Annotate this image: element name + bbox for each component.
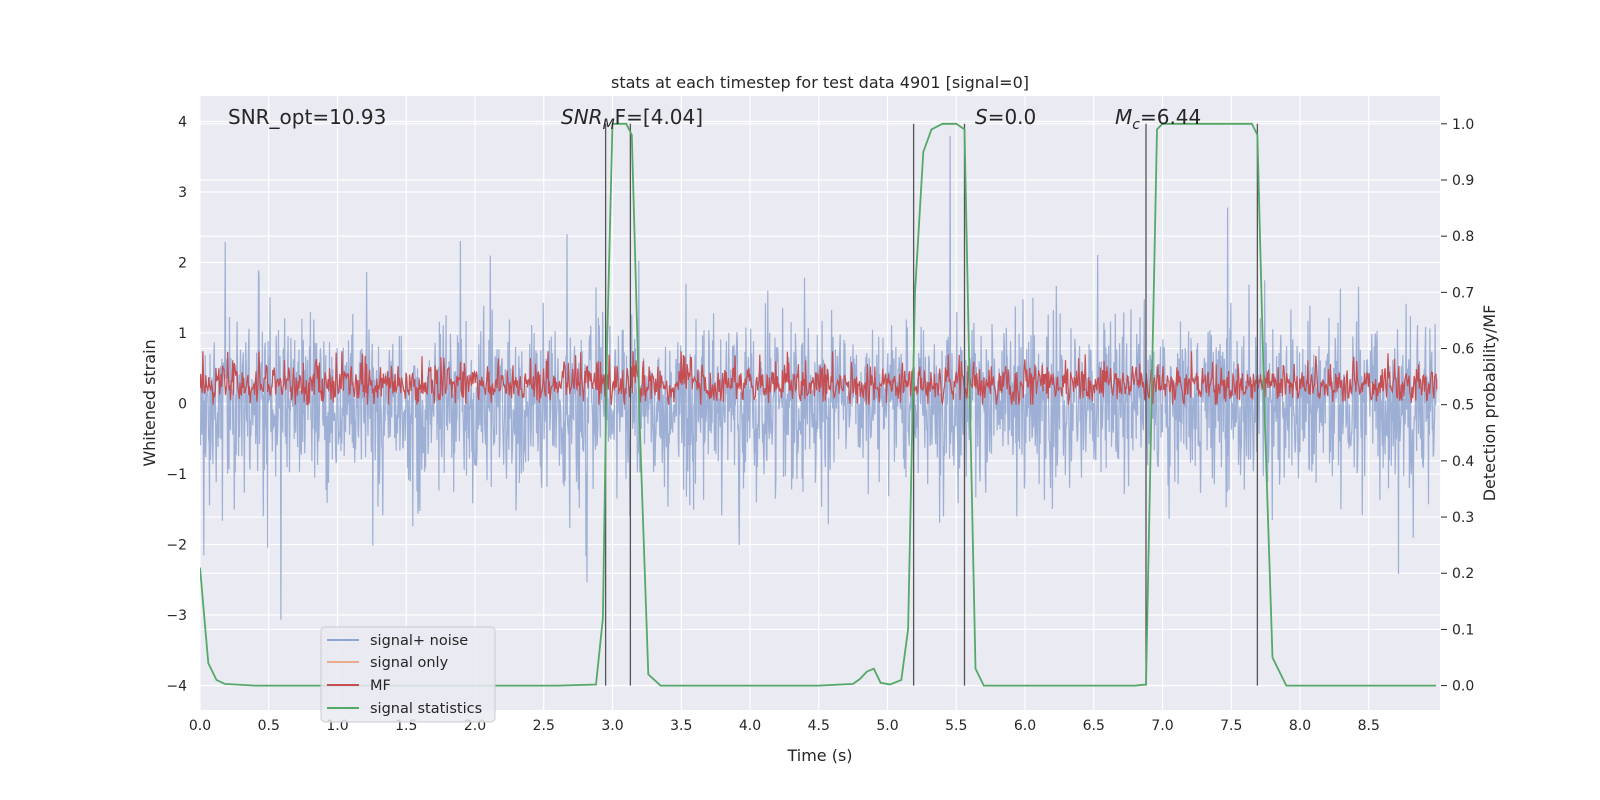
- y-ticks-left: −4 −3 −2 −1 0 1 2 3 4: [166, 115, 187, 695]
- s-rest: =0.0: [988, 105, 1037, 129]
- mc-rest: =6.44: [1140, 105, 1201, 129]
- y-tick-label-right: 0.2: [1452, 566, 1474, 582]
- signal-statistics-line: [200, 122, 1437, 687]
- y-axis-label-right: Detection probability/MF: [1480, 305, 1499, 502]
- grid: [199, 96, 1440, 710]
- signal-statistics-series: [200, 122, 1437, 687]
- x-tick-label: 3.0: [601, 718, 623, 734]
- y-tick-label-right: 0.8: [1452, 229, 1474, 245]
- mf-series: [200, 351, 1438, 406]
- x-tick-label: 5.0: [876, 718, 898, 734]
- legend-label-signal-noise: signal+ noise: [370, 633, 468, 649]
- x-tick-label: 6.0: [1014, 718, 1036, 734]
- s-italic: S: [975, 105, 988, 129]
- x-tick-label: 7.0: [1151, 718, 1173, 734]
- snr-mf-base: SNR: [561, 105, 603, 129]
- x-tick-label: 0.0: [189, 718, 211, 734]
- x-tick-label: 7.5: [1220, 718, 1242, 734]
- y-tick-label-left: −1: [166, 467, 187, 483]
- mc-base: M: [1115, 105, 1132, 129]
- y-tick-label-right: 0.1: [1452, 622, 1474, 638]
- y-ticks-right: 0.0 0.1 0.2 0.3 0.4 0.5 0.6 0.7 0.8 0.9 1.0: [1441, 117, 1474, 695]
- x-tick-label: 3.5: [670, 718, 692, 734]
- annotation-s: S=0.0: [975, 105, 1036, 129]
- x-tick-label: 0.5: [258, 718, 280, 734]
- snr-mf-rest: F=[4.04]: [615, 105, 703, 129]
- y-tick-label-right: 1.0: [1452, 117, 1474, 133]
- x-tick-label: 8.5: [1358, 718, 1380, 734]
- mf-line: [200, 351, 1438, 406]
- snr-mf-sub: M: [603, 117, 615, 133]
- y-tick-label-right: 0.7: [1452, 285, 1474, 301]
- legend: signal+ noise signal only MF signal stat…: [320, 626, 496, 723]
- x-axis-label: Time (s): [786, 746, 852, 765]
- y-tick-label-left: 3: [178, 185, 187, 201]
- chart-title: stats at each timestep for test data 490…: [611, 73, 1029, 92]
- legend-label-signal-only: signal only: [370, 655, 449, 671]
- y-tick-label-left: 4: [178, 115, 187, 131]
- y-tick-label-right: 0.5: [1452, 398, 1474, 414]
- legend-box: [320, 626, 496, 723]
- x-tick-label: 5.5: [945, 718, 967, 734]
- y-axis-label-left: Whitened strain: [140, 339, 159, 466]
- y-tick-label-left: 2: [178, 256, 187, 272]
- legend-label-signal-statistics: signal statistics: [370, 701, 482, 717]
- x-tick-label: 8.0: [1289, 718, 1311, 734]
- vertical-markers: [604, 123, 1259, 686]
- legend-label-mf: MF: [370, 678, 391, 694]
- y-tick-label-left: −3: [166, 608, 187, 624]
- y-tick-label-right: 0.0: [1452, 679, 1474, 695]
- y-tick-label-right: 0.6: [1452, 342, 1474, 358]
- x-tick-label: 4.5: [808, 718, 830, 734]
- x-ticks: 0.0 0.5 1.0 1.5 2.0 2.5 3.0 3.5 4.0 4.5 5.0 5.5 6.0 6…: [189, 718, 1380, 734]
- y-tick-label-left: −4: [166, 679, 187, 695]
- annotation-snr-mf: SNRMF=[4.04]: [561, 105, 703, 133]
- x-tick-label: 6.5: [1083, 718, 1105, 734]
- mc-sub: c: [1132, 117, 1140, 133]
- y-tick-label-right: 0.9: [1452, 173, 1474, 189]
- y-tick-label-left: 0: [178, 397, 187, 413]
- annotation-mc: Mc=6.44: [1115, 105, 1201, 133]
- x-tick-label: 2.5: [533, 718, 555, 734]
- y-tick-label-left: 1: [178, 326, 187, 342]
- y-tick-label-right: 0.4: [1452, 454, 1474, 470]
- y-tick-label-left: −2: [166, 538, 187, 554]
- annotation-snr-opt: SNR_opt=10.93: [228, 105, 386, 129]
- y-tick-label-right: 0.3: [1452, 510, 1474, 526]
- x-tick-label: 4.0: [739, 718, 761, 734]
